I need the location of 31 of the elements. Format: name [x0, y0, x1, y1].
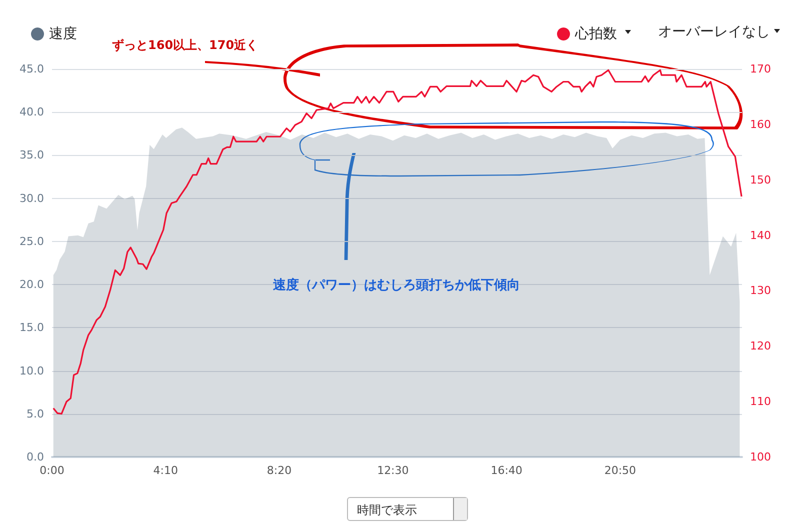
y-tick-label: 20.0 — [20, 278, 44, 292]
y2-tick-label: 100 — [750, 450, 771, 464]
y2-tick-label: 150 — [750, 173, 771, 186]
text: オーバーレイなし — [658, 23, 771, 41]
y2-tick-label: 140 — [750, 228, 771, 242]
x-tick-label: 8:20 — [266, 464, 292, 477]
x-tick-label: 20:50 — [604, 464, 636, 477]
x-tick-label: 16:40 — [490, 464, 522, 477]
legend-label: 心拍数 — [574, 26, 617, 42]
y2-tick-label: 120 — [750, 340, 771, 353]
text: ずっと160以上、170近く — [112, 37, 258, 54]
y-tick-label: 15.0 — [20, 321, 44, 334]
y2-tick-label: 160 — [750, 118, 771, 131]
line-series — [52, 69, 742, 415]
y-tick-label: 25.0 — [20, 234, 44, 248]
y-tick-label: 40.0 — [20, 106, 44, 119]
x-tick-label: 12:30 — [377, 464, 409, 477]
legend-label: 速度 — [49, 26, 77, 42]
y-tick-label: 0.0 — [26, 450, 44, 464]
y2-tick-label: 110 — [750, 395, 771, 408]
x-tick-label: 0:00 — [40, 464, 64, 477]
y-tick-label: 5.0 — [26, 407, 44, 420]
annotation: 速度（パワー）はむしろ頭打ちか低下傾向 — [273, 276, 520, 294]
y-tick-label: 35.0 — [20, 148, 44, 162]
y2-tick-label: 130 — [750, 284, 771, 298]
select-box: 時間で表示 — [347, 497, 468, 521]
y-tick-label: 10.0 — [20, 364, 44, 378]
y-tick-label: 30.0 — [20, 192, 44, 205]
y2-tick-label: 170 — [750, 62, 771, 76]
y-tick-label: 45.0 — [20, 62, 44, 76]
x-tick-label: 4:10 — [153, 464, 178, 477]
